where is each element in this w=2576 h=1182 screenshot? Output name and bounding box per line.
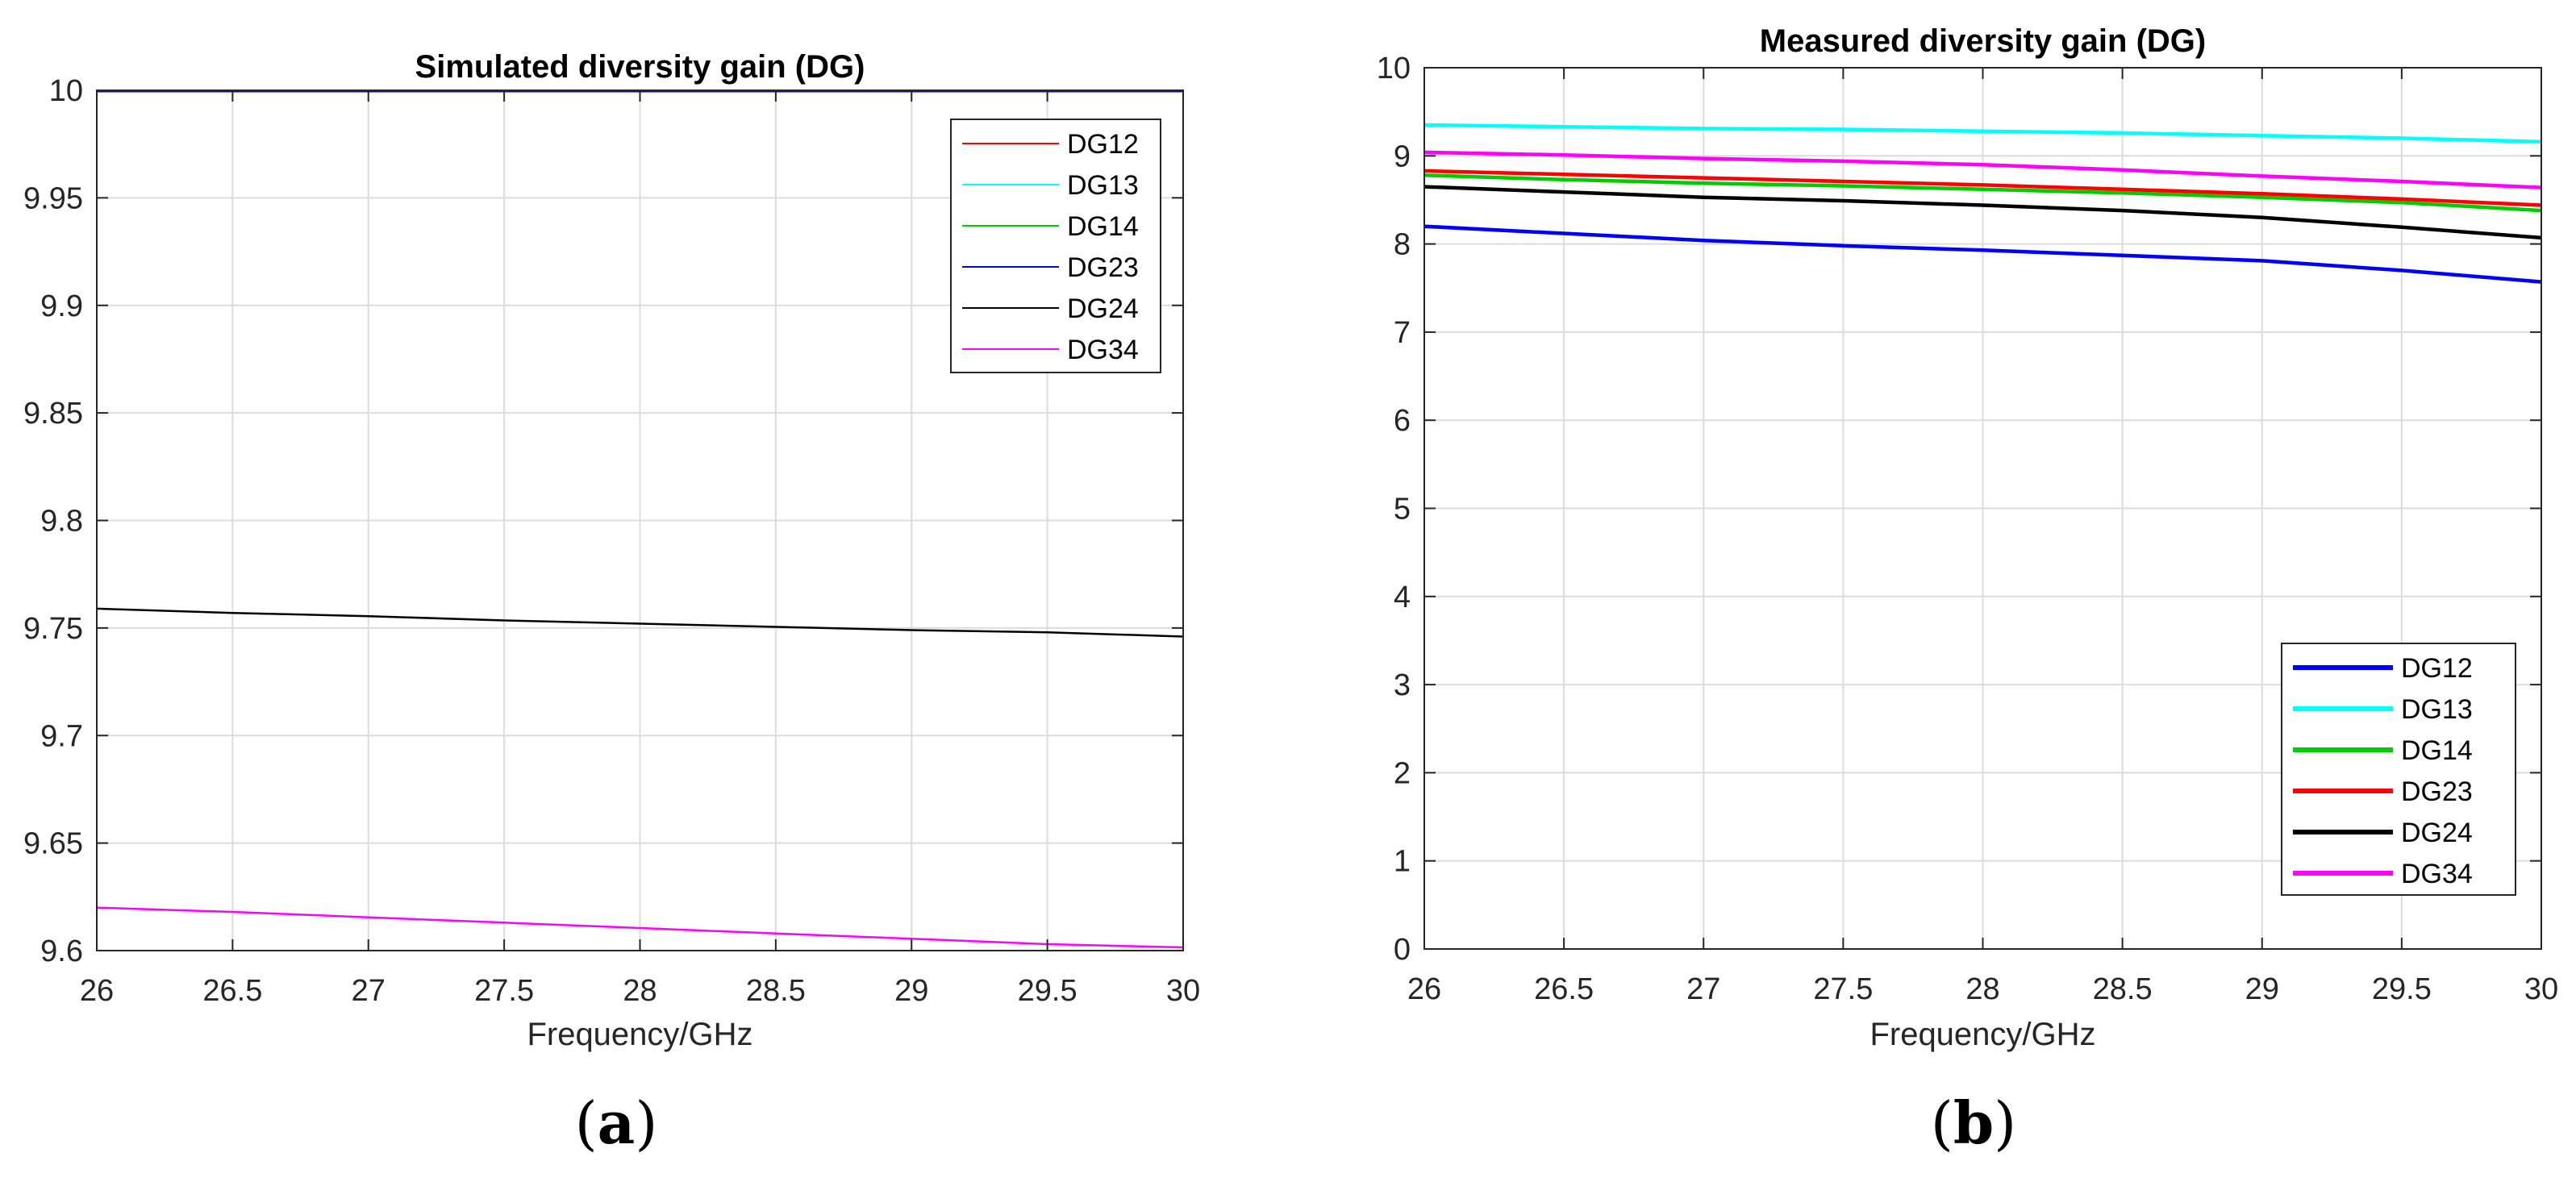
series-line-dg14 — [1423, 173, 2542, 213]
y-tick-label: 9.7 — [40, 719, 83, 753]
chart-title: Measured diversity gain (DG) — [1760, 23, 2206, 59]
x-tick-label: 26 — [1407, 972, 1441, 1006]
legend-entry-dg14: DG14 — [2401, 735, 2473, 766]
x-tick-label: 27 — [1686, 972, 1720, 1006]
legend-entry-dg23: DG23 — [2401, 776, 2473, 807]
y-tick-label: 2 — [1394, 756, 1411, 790]
legend-entry-dg34: DG34 — [1067, 335, 1139, 365]
series-line-dg12 — [1423, 224, 2542, 284]
series-line-dg23 — [1423, 169, 2542, 207]
legend-box — [2281, 643, 2516, 896]
y-tick-label: 9.85 — [23, 397, 83, 431]
legend: DG12 DG13 DG14 DG23 DG24 DG34 — [950, 119, 1161, 373]
legend-box — [950, 119, 1161, 373]
x-tick-label: 28.5 — [746, 974, 806, 1008]
legend-entry-dg12: DG12 — [1067, 129, 1139, 160]
legend-entry-dg23: DG23 — [1067, 252, 1139, 283]
legend-entry-dg14: DG14 — [1067, 211, 1139, 242]
x-tick-label: 29 — [2245, 972, 2279, 1006]
y-tick-label: 10 — [1377, 52, 1411, 85]
y-tick-label: 9.95 — [23, 181, 83, 215]
legend: DG12 DG13 DG14 DG23 DG24 DG34 — [2281, 643, 2516, 896]
panel-label: (b) — [1931, 1088, 2017, 1157]
x-axis-label: Frequency/GHz — [527, 1017, 752, 1052]
x-tick-label: 29.5 — [1018, 974, 1078, 1008]
y-tick-label: 3 — [1394, 668, 1411, 702]
series-line-dg24 — [96, 607, 1184, 638]
x-tick-label: 26 — [80, 974, 114, 1008]
y-tick-label: 10 — [49, 74, 83, 108]
y-tick-label: 9.65 — [23, 827, 83, 861]
x-tick-label: 26.5 — [202, 974, 262, 1008]
x-tick-label: 30 — [2524, 972, 2558, 1006]
x-tick-label: 27 — [352, 974, 386, 1008]
x-tick-label: 28.5 — [2093, 972, 2153, 1006]
series-line-dg34 — [1423, 150, 2542, 189]
y-tick-label: 9 — [1394, 139, 1411, 173]
x-tick-label: 30 — [1166, 974, 1200, 1008]
chart-panel-a: 26 26.5 27 27.5 28 28.5 29 29.5 30 9.6 9.65 9.7 9.75… — [23, 49, 1200, 1157]
y-tick-label: 9.9 — [40, 289, 83, 323]
x-tick-label: 29.5 — [2372, 972, 2432, 1006]
legend-entry-dg24: DG24 — [1067, 293, 1139, 324]
x-tick-label: 27.5 — [1813, 972, 1873, 1006]
x-axis-label: Frequency/GHz — [1869, 1017, 2095, 1052]
y-tick-label: 9.6 — [40, 934, 83, 968]
y-tick-label: 9.75 — [23, 612, 83, 646]
y-tick-label: 1 — [1394, 845, 1411, 879]
x-tick-label: 26.5 — [1534, 972, 1594, 1006]
chart-title: Simulated diversity gain (DG) — [415, 49, 865, 85]
y-tick-label: 7 — [1394, 316, 1411, 350]
y-tick-label: 8 — [1394, 228, 1411, 262]
y-tick-label: 5 — [1394, 493, 1411, 526]
legend-entry-dg13: DG13 — [1067, 170, 1139, 201]
legend-entry-dg24: DG24 — [2401, 818, 2473, 848]
x-tick-label: 29 — [894, 974, 928, 1008]
x-tick-label: 28 — [623, 974, 657, 1008]
chart-panel-b: 26 26.5 27 27.5 28 28.5 29 29.5 30 0 1 2 3 4 5 6 7 8 9 10 Me… — [1377, 23, 2558, 1157]
legend-entry-dg12: DG12 — [2401, 653, 2473, 684]
y-tick-label: 4 — [1394, 581, 1411, 614]
x-tick-label: 27.5 — [474, 974, 534, 1008]
y-tick-label: 0 — [1394, 933, 1411, 967]
y-tick-label: 6 — [1394, 404, 1411, 438]
x-tick-label: 28 — [1965, 972, 1999, 1006]
series-line-dg34 — [96, 906, 1184, 949]
legend-entry-dg13: DG13 — [2401, 694, 2473, 725]
panel-label: (a) — [575, 1088, 658, 1157]
legend-entry-dg34: DG34 — [2401, 859, 2473, 889]
series-line-dg13 — [1423, 123, 2542, 144]
y-tick-label: 9.8 — [40, 505, 83, 539]
series-line-dg24 — [1423, 185, 2542, 240]
